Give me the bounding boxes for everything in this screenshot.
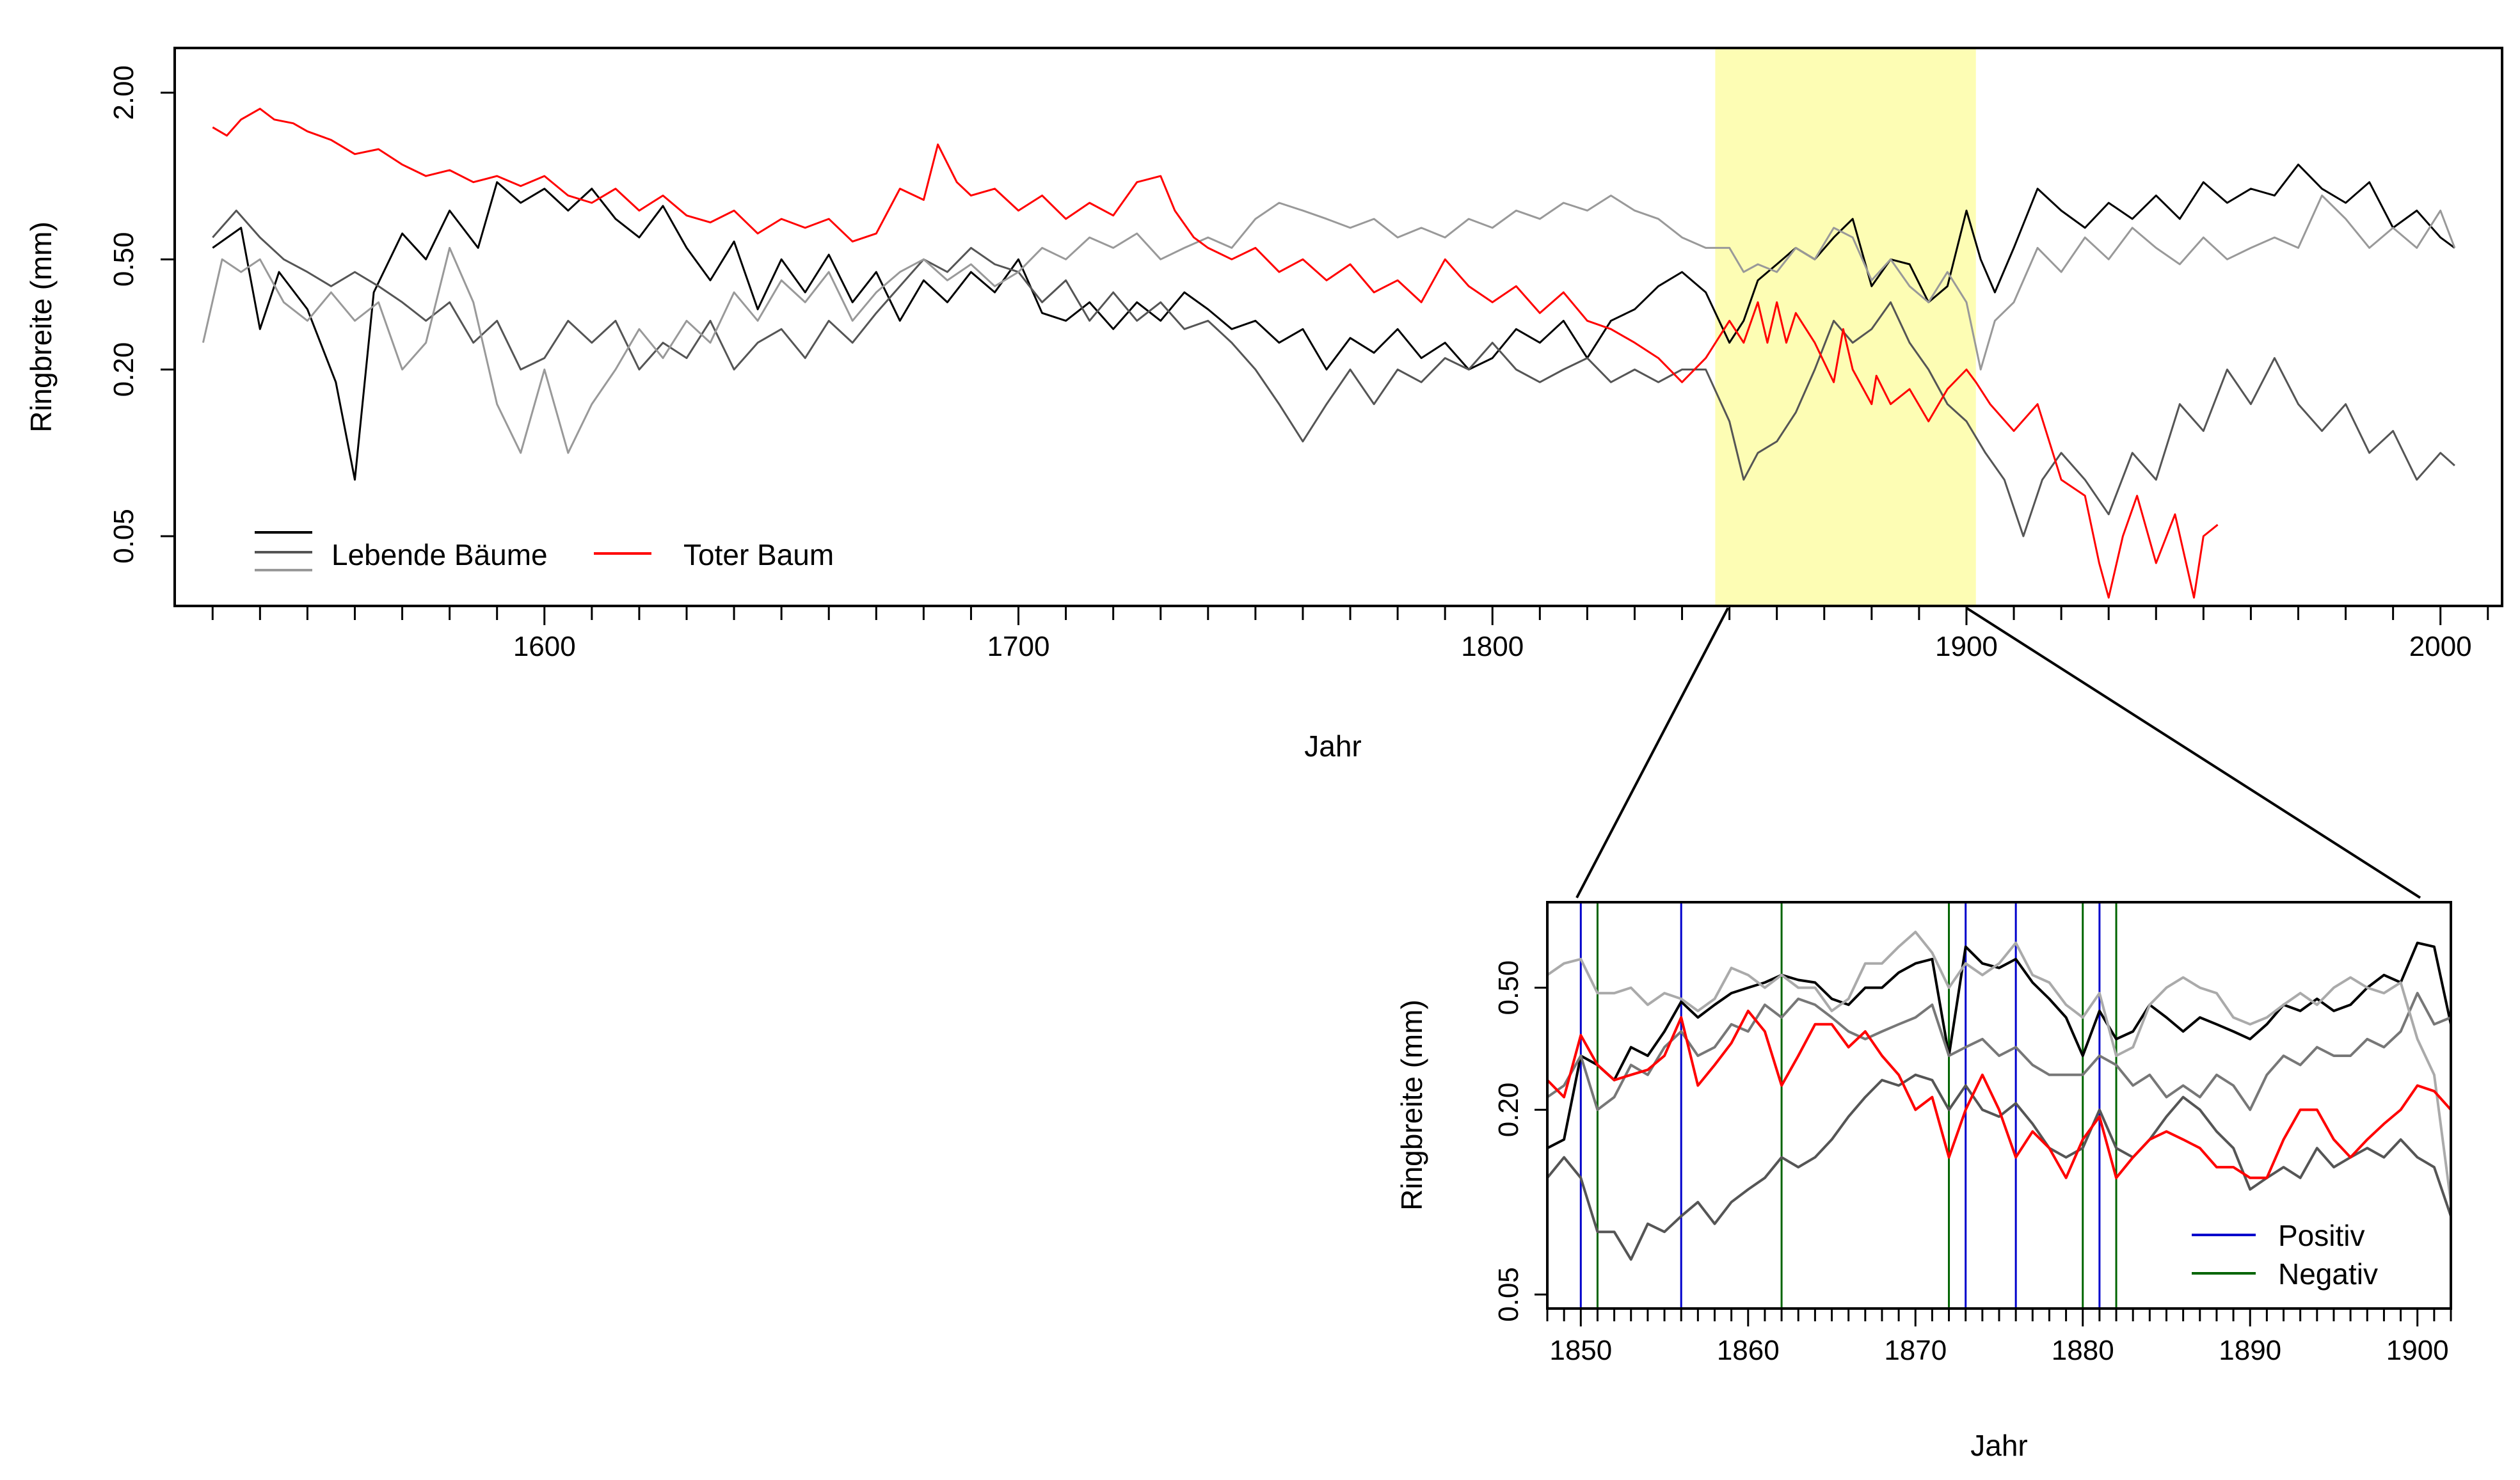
x-tick-label: 1880	[2052, 1335, 2114, 1366]
series-line-lebender-baum-2	[1546, 1073, 2452, 1261]
legend-label-negative: Negativ	[2278, 1257, 2378, 1291]
main-y-axis-label: Ringbreite (mm)	[24, 221, 58, 433]
highlight-region	[1715, 48, 1976, 606]
x-tick-label: 1800	[1461, 631, 1524, 662]
series-line-lebender-baum-3	[1546, 992, 2452, 1111]
main-x-axis-label: Jahr	[1304, 729, 1361, 763]
main-y-axis: 2.00 0.50 0.20 0.05	[108, 65, 175, 564]
y-tick-label: 2.00	[108, 65, 140, 120]
x-tick-label: 1700	[987, 631, 1050, 662]
main-series-group	[202, 107, 2456, 599]
series-line-lebender-baum-4	[1546, 930, 2452, 1202]
legend-label-dead: Toter Baum	[683, 538, 834, 571]
y-tick-label: 0.05	[108, 509, 140, 564]
inset-series-group	[1546, 930, 2452, 1261]
inset-x-axis: 1850 1860 1870 1880 1890 1900	[1546, 1309, 2452, 1366]
series-line-toter-baum	[212, 107, 2219, 599]
main-x-axis: 1600 1700 1800 1900 2000	[211, 606, 2489, 662]
inset-legend: Positiv Negativ	[2192, 1219, 2378, 1291]
main-plot-frame	[173, 47, 2503, 607]
x-tick-label: 2000	[2409, 631, 2472, 662]
series-line-lebender-baum-2	[212, 209, 2455, 537]
y-tick-label: 0.50	[108, 232, 140, 287]
inset-panel: 1850 1860 1870 1880 1890 1900 0.50 0.20 0.05 Ja…	[1395, 901, 2452, 1462]
zoom-connector-right	[1965, 607, 2421, 899]
series-line-lebender-baum-1	[212, 163, 2455, 481]
legend-label-living: Lebende Bäume	[331, 538, 548, 571]
series-line-lebender-baum-3	[202, 195, 2456, 454]
inset-x-axis-label: Jahr	[1970, 1429, 2027, 1462]
x-tick-label: 1870	[1884, 1335, 1947, 1366]
x-tick-label: 1890	[2219, 1335, 2281, 1366]
inset-y-axis: 0.50 0.20 0.05	[1493, 960, 1547, 1322]
x-tick-label: 1600	[513, 631, 576, 662]
series-line-toter-baum	[1546, 1009, 2452, 1179]
x-tick-label: 1900	[1935, 631, 1998, 662]
y-tick-label: 0.50	[1493, 960, 1524, 1015]
x-tick-label: 1850	[1549, 1335, 1612, 1366]
series-line-lebender-baum-1	[1547, 941, 2452, 1150]
x-tick-label: 1860	[1717, 1335, 1780, 1366]
y-tick-label: 0.20	[108, 342, 140, 397]
main-panel: 1600 1700 1800 1900 2000 2.00 0.50 0.20 0.05 Ja…	[24, 47, 2503, 763]
zoom-connector-left	[1575, 607, 1730, 898]
x-tick-label: 1900	[2386, 1335, 2449, 1366]
main-legend: Lebende Bäume Toter Baum	[255, 531, 834, 571]
inset-event-lines	[1579, 902, 2117, 1309]
y-tick-label: 0.20	[1493, 1083, 1524, 1138]
inset-y-axis-label: Ringbreite (mm)	[1395, 999, 1428, 1211]
y-tick-label: 0.05	[1493, 1267, 1524, 1322]
legend-label-positive: Positiv	[2278, 1219, 2364, 1252]
